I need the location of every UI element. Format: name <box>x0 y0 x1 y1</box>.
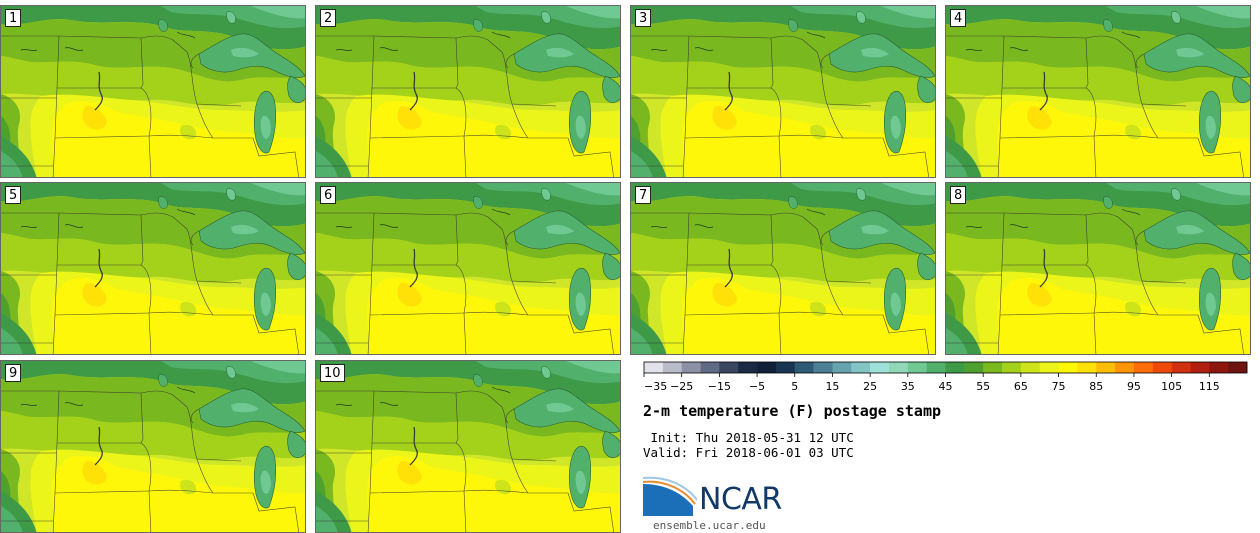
colorbar-tick-label: 15 <box>825 380 839 393</box>
colorbar-bin <box>1228 362 1248 373</box>
colorbar-graphic: −35 −25 −15 −5 5 15 25 35 45 55 65 75 85 95 105 115 <box>643 361 1248 393</box>
ensemble-member-panel-5: 5 <box>0 182 306 355</box>
member-label: 3 <box>635 9 652 27</box>
ensemble-member-panel-10: 10 <box>315 360 621 533</box>
map-member-1 <box>1 6 305 177</box>
colorbar-bin <box>794 362 814 373</box>
member-label: 6 <box>320 186 337 204</box>
member-label: 1 <box>5 9 22 27</box>
colorbar-bin <box>1077 362 1097 373</box>
map-member-8 <box>946 183 1250 354</box>
ensemble-member-panel-4: 4 <box>945 5 1251 178</box>
member-label: 2 <box>320 9 337 27</box>
colorbar-bin <box>964 362 984 373</box>
map-member-9 <box>1 361 305 532</box>
colorbar-bin <box>1190 362 1210 373</box>
ensemble-member-panel-2: 2 <box>315 5 621 178</box>
map-member-4 <box>946 6 1250 177</box>
colorbar-tick-label: 45 <box>939 380 953 393</box>
colorbar-bin <box>945 362 965 373</box>
member-label: 8 <box>950 186 967 204</box>
colorbar-bin <box>775 362 796 373</box>
map-member-7 <box>631 183 935 354</box>
colorbar-tick-label: 5 <box>791 380 798 393</box>
colorbar-tick-label: 55 <box>976 380 990 393</box>
ensemble-member-panel-1: 1 <box>0 5 306 178</box>
map-member-6 <box>316 183 620 354</box>
member-label: 7 <box>635 186 652 204</box>
colorbar-bin <box>907 362 927 373</box>
colorbar-tick-label: −5 <box>749 380 765 393</box>
ensemble-url: ensemble.ucar.edu <box>653 519 766 532</box>
ncar-swoosh-icon <box>643 476 697 516</box>
colorbar-bin <box>662 362 682 373</box>
ensemble-member-panel-3: 3 <box>630 5 936 178</box>
map-member-10 <box>316 361 620 532</box>
colorbar-bin <box>719 362 739 373</box>
colorbar-tick-label: 115 <box>1199 380 1220 393</box>
colorbar-bin <box>1171 362 1191 373</box>
ensemble-member-panel-7: 7 <box>630 182 936 355</box>
member-label: 5 <box>5 186 22 204</box>
colorbar-bin <box>813 362 833 373</box>
colorbar-bin <box>700 362 720 373</box>
colorbar-bin <box>1115 362 1135 373</box>
colorbar-bin <box>738 362 758 373</box>
colorbar-tick-label: −35 <box>644 380 667 393</box>
colorbar-tick-label: 75 <box>1052 380 1066 393</box>
colorbar-bin <box>644 362 664 373</box>
init-time: Init: Thu 2018-05-31 12 UTC <box>643 430 854 445</box>
colorbar-tick-label: −15 <box>708 380 731 393</box>
colorbar-bin <box>851 362 871 373</box>
valid-time: Valid: Fri 2018-06-01 03 UTC <box>643 445 854 460</box>
temperature-colorbar: −35 −25 −15 −5 5 15 25 35 45 55 65 75 85 95 105 115 <box>643 361 1249 401</box>
colorbar-bin <box>1058 362 1078 373</box>
member-label: 4 <box>950 9 967 27</box>
colorbar-tick-label: 25 <box>863 380 877 393</box>
colorbar-tick-label: 85 <box>1089 380 1103 393</box>
colorbar-bin <box>983 362 1003 373</box>
ensemble-member-panel-9: 9 <box>0 360 306 533</box>
colorbar-bin <box>1020 362 1041 373</box>
colorbar-bin <box>1209 362 1229 373</box>
member-label: 9 <box>5 364 22 382</box>
colorbar-bin <box>1133 362 1154 373</box>
plot-title: 2-m temperature (F) postage stamp <box>643 402 942 420</box>
colorbar-tick-label: −25 <box>670 380 693 393</box>
colorbar-bin <box>681 362 701 373</box>
member-label: 10 <box>320 364 345 382</box>
colorbar-bin <box>888 362 909 373</box>
colorbar-bin <box>1096 362 1116 373</box>
colorbar-tick-label: 105 <box>1161 380 1182 393</box>
colorbar-bin <box>1002 362 1022 373</box>
colorbar-tick-label: 65 <box>1014 380 1028 393</box>
colorbar-bin <box>870 362 890 373</box>
colorbar-bin <box>1039 362 1059 373</box>
colorbar-bin <box>757 362 777 373</box>
map-member-3 <box>631 6 935 177</box>
colorbar-tick-label: 35 <box>901 380 915 393</box>
ensemble-member-panel-6: 6 <box>315 182 621 355</box>
ensemble-member-panel-8: 8 <box>945 182 1251 355</box>
colorbar-tick-label: 95 <box>1127 380 1141 393</box>
colorbar-bin <box>832 362 852 373</box>
colorbar-bin <box>1152 362 1172 373</box>
map-member-5 <box>1 183 305 354</box>
map-member-2 <box>316 6 620 177</box>
colorbar-bin <box>926 362 946 373</box>
ncar-wordmark: NCAR <box>699 482 782 517</box>
ncar-logo: NCAR ensemble.ucar.edu <box>643 476 803 532</box>
